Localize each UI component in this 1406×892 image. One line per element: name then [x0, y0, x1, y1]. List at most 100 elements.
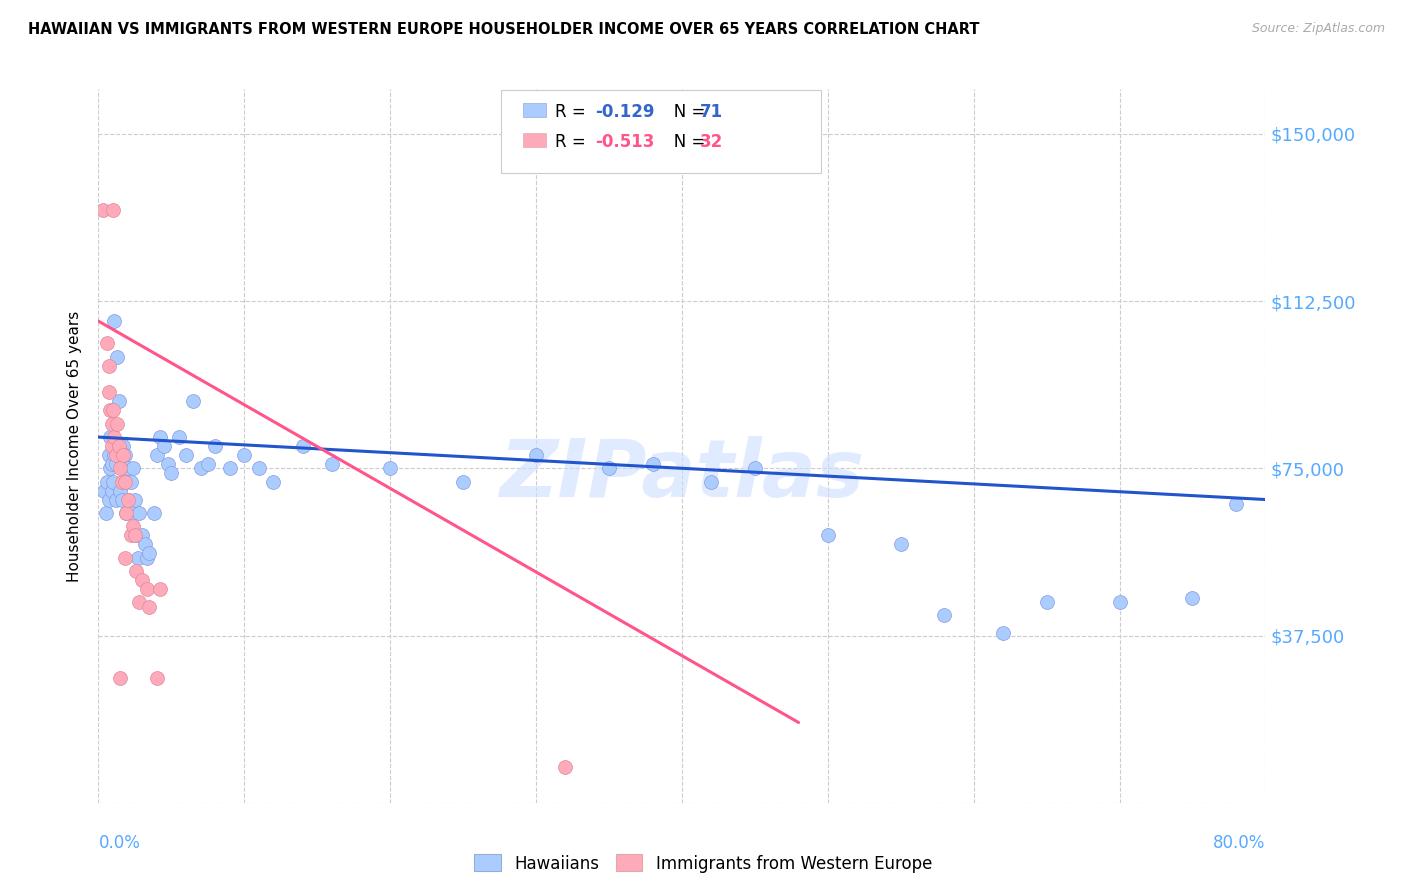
Point	[598, 461, 620, 475]
Point	[120, 528, 142, 542]
Point	[138, 546, 160, 560]
Point	[131, 573, 153, 587]
Point	[98, 430, 121, 444]
Y-axis label: Householder Income Over 65 years: Householder Income Over 65 years	[67, 310, 83, 582]
Point	[98, 461, 121, 475]
Legend: Hawaiians, Immigrants from Western Europe: Hawaiians, Immigrants from Western Europ…	[467, 847, 939, 880]
Text: ZIPatlas: ZIPatlas	[499, 435, 865, 514]
Point	[321, 457, 343, 471]
Point	[100, 457, 122, 471]
Point	[1181, 591, 1204, 605]
Point	[100, 483, 122, 498]
Point	[934, 608, 956, 623]
Point	[128, 506, 150, 520]
Point	[103, 430, 125, 444]
Point	[97, 492, 120, 507]
Point	[115, 506, 138, 520]
Point	[134, 537, 156, 551]
Point	[378, 461, 402, 475]
Point	[160, 466, 183, 480]
Point	[105, 417, 128, 431]
Point	[108, 394, 131, 409]
Point	[96, 475, 118, 489]
Point	[641, 457, 664, 471]
Point	[101, 439, 124, 453]
Point	[174, 448, 197, 462]
Point	[149, 430, 172, 444]
Point	[127, 550, 149, 565]
Point	[117, 461, 139, 475]
Text: N =: N =	[658, 103, 710, 120]
Point	[103, 314, 125, 328]
Text: 32: 32	[700, 133, 724, 151]
Point	[125, 564, 148, 578]
Point	[93, 483, 115, 498]
Point	[98, 403, 121, 417]
Point	[94, 506, 117, 520]
Point	[524, 448, 547, 462]
Point	[262, 475, 284, 489]
Point	[110, 671, 132, 685]
Point	[146, 671, 169, 685]
Point	[103, 448, 125, 462]
Point	[112, 448, 135, 462]
Point	[96, 336, 118, 351]
Point	[124, 492, 146, 507]
Point	[100, 417, 122, 431]
Point	[110, 439, 132, 453]
Point	[111, 492, 134, 507]
Point	[197, 457, 219, 471]
Point	[120, 475, 142, 489]
Point	[100, 439, 122, 453]
Point	[135, 550, 157, 565]
Point	[142, 506, 165, 520]
Point	[1108, 595, 1130, 609]
Point	[114, 550, 136, 565]
Point	[108, 439, 131, 453]
Point	[115, 475, 138, 489]
Point	[97, 385, 120, 400]
Text: 0.0%: 0.0%	[98, 834, 141, 852]
Point	[153, 439, 176, 453]
Point	[1035, 595, 1057, 609]
Point	[104, 492, 127, 507]
Point	[700, 475, 723, 489]
Point	[190, 461, 212, 475]
Point	[135, 582, 157, 596]
Point	[115, 506, 138, 520]
Point	[91, 202, 114, 217]
Point	[167, 430, 190, 444]
Point	[146, 448, 169, 462]
Text: N =: N =	[658, 133, 710, 151]
Point	[233, 448, 256, 462]
Point	[157, 457, 180, 471]
Point	[117, 492, 139, 507]
Text: Source: ZipAtlas.com: Source: ZipAtlas.com	[1251, 22, 1385, 36]
Text: -0.129: -0.129	[595, 103, 654, 120]
Point	[111, 475, 134, 489]
Text: 71: 71	[700, 103, 723, 120]
Point	[97, 359, 120, 373]
Point	[890, 537, 912, 551]
Text: 80.0%: 80.0%	[1213, 834, 1265, 852]
Point	[124, 528, 146, 542]
Point	[114, 448, 136, 462]
Point	[204, 439, 226, 453]
Point	[101, 202, 124, 217]
Point	[111, 457, 134, 471]
Point	[121, 506, 143, 520]
Point	[218, 461, 240, 475]
Point	[101, 403, 124, 417]
Point	[118, 492, 141, 507]
Point	[451, 475, 474, 489]
Point	[101, 475, 124, 489]
Point	[128, 595, 150, 609]
Point	[110, 483, 132, 498]
Point	[554, 760, 576, 774]
Point	[104, 457, 127, 471]
Point	[131, 528, 153, 542]
Point	[112, 439, 135, 453]
Text: HAWAIIAN VS IMMIGRANTS FROM WESTERN EUROPE HOUSEHOLDER INCOME OVER 65 YEARS CORR: HAWAIIAN VS IMMIGRANTS FROM WESTERN EURO…	[28, 22, 980, 37]
Point	[125, 528, 148, 542]
Point	[114, 475, 136, 489]
